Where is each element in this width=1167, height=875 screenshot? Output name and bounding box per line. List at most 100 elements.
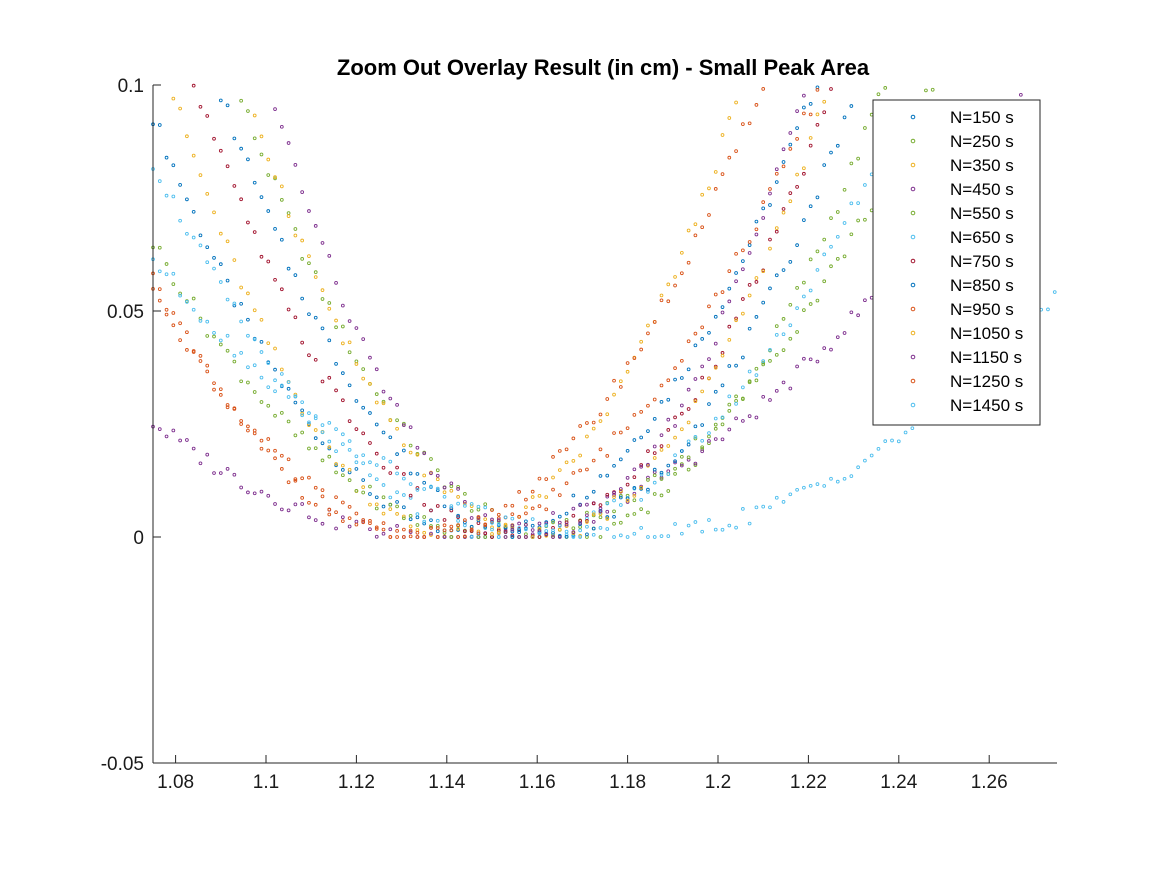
data-point (774, 226, 779, 230)
data-point (747, 121, 752, 126)
data-point (802, 171, 806, 176)
data-point (781, 147, 786, 152)
data-point (530, 528, 535, 532)
data-point (259, 375, 264, 380)
data-point (727, 155, 732, 160)
data-point (239, 285, 243, 290)
data-point (537, 494, 542, 498)
data-point (788, 336, 793, 341)
data-point (490, 517, 494, 522)
series-group (151, 85, 820, 539)
data-point (286, 419, 291, 424)
data-point (802, 166, 806, 171)
data-point (198, 359, 203, 363)
data-point (639, 498, 644, 502)
legend-entry: N=750 s (950, 252, 1014, 271)
data-point (205, 363, 210, 368)
data-point (686, 467, 691, 472)
data-point (673, 283, 677, 288)
data-point (395, 512, 399, 516)
data-point (741, 259, 745, 263)
data-point (707, 376, 711, 381)
data-point (530, 535, 535, 539)
data-point (625, 496, 630, 501)
data-point (530, 517, 535, 521)
data-point (469, 528, 474, 532)
data-point (802, 356, 806, 361)
data-point (218, 148, 223, 153)
data-point (585, 467, 589, 472)
data-point (720, 133, 725, 137)
data-point (754, 373, 759, 377)
data-point (693, 424, 698, 429)
x-tick-label: 1.12 (338, 772, 375, 793)
data-point (863, 183, 867, 187)
data-point (429, 526, 433, 530)
data-point (293, 315, 298, 320)
data-point (422, 480, 427, 485)
data-point (435, 504, 440, 508)
data-point (313, 414, 318, 418)
x-tick-label: 1.18 (609, 772, 646, 793)
data-point (266, 157, 271, 162)
data-point (381, 456, 386, 460)
data-point (808, 288, 813, 293)
data-point (795, 487, 799, 492)
data-point (720, 172, 725, 176)
data-point (435, 473, 440, 478)
data-point (402, 421, 406, 426)
data-point (564, 524, 569, 528)
data-point (273, 389, 277, 394)
data-point (768, 237, 772, 242)
data-point (347, 467, 352, 472)
data-point (693, 463, 698, 467)
data-point (456, 515, 460, 519)
data-point (686, 442, 691, 447)
data-point (374, 400, 379, 405)
data-point (368, 527, 372, 532)
data-point (510, 527, 515, 532)
data-point (429, 484, 433, 489)
data-point (340, 515, 345, 520)
data-point (334, 427, 338, 431)
data-point (185, 438, 189, 442)
data-points-layer (151, 83, 1057, 539)
data-point (591, 532, 596, 537)
data-point (605, 494, 610, 499)
data-point (415, 530, 420, 535)
y-tick-label: 0 (133, 528, 144, 549)
data-point (266, 173, 271, 177)
data-point (646, 323, 650, 328)
data-point (652, 320, 657, 324)
data-point (388, 495, 393, 500)
data-point (402, 448, 406, 453)
data-point (327, 439, 332, 444)
data-point (157, 123, 162, 127)
data-point (293, 233, 298, 238)
data-point (693, 461, 698, 466)
data-point (442, 485, 447, 490)
data-point (212, 330, 216, 335)
x-tick-label: 1.24 (880, 772, 917, 793)
legend-entry: N=350 s (950, 156, 1014, 175)
data-point (822, 484, 827, 488)
data-point (239, 419, 243, 423)
data-point (666, 472, 671, 476)
data-point (347, 505, 352, 509)
data-point (198, 461, 203, 466)
data-point (652, 535, 657, 539)
data-point (781, 500, 786, 504)
data-point (734, 279, 738, 284)
data-point (388, 507, 393, 511)
data-point (327, 512, 332, 517)
data-point (510, 503, 515, 508)
data-point (476, 515, 481, 519)
data-point (524, 497, 528, 502)
data-point (469, 535, 474, 539)
data-point (781, 210, 786, 215)
data-point (347, 516, 352, 521)
data-point (788, 386, 793, 391)
data-point (273, 227, 277, 231)
data-point (225, 103, 230, 108)
data-point (741, 396, 745, 401)
